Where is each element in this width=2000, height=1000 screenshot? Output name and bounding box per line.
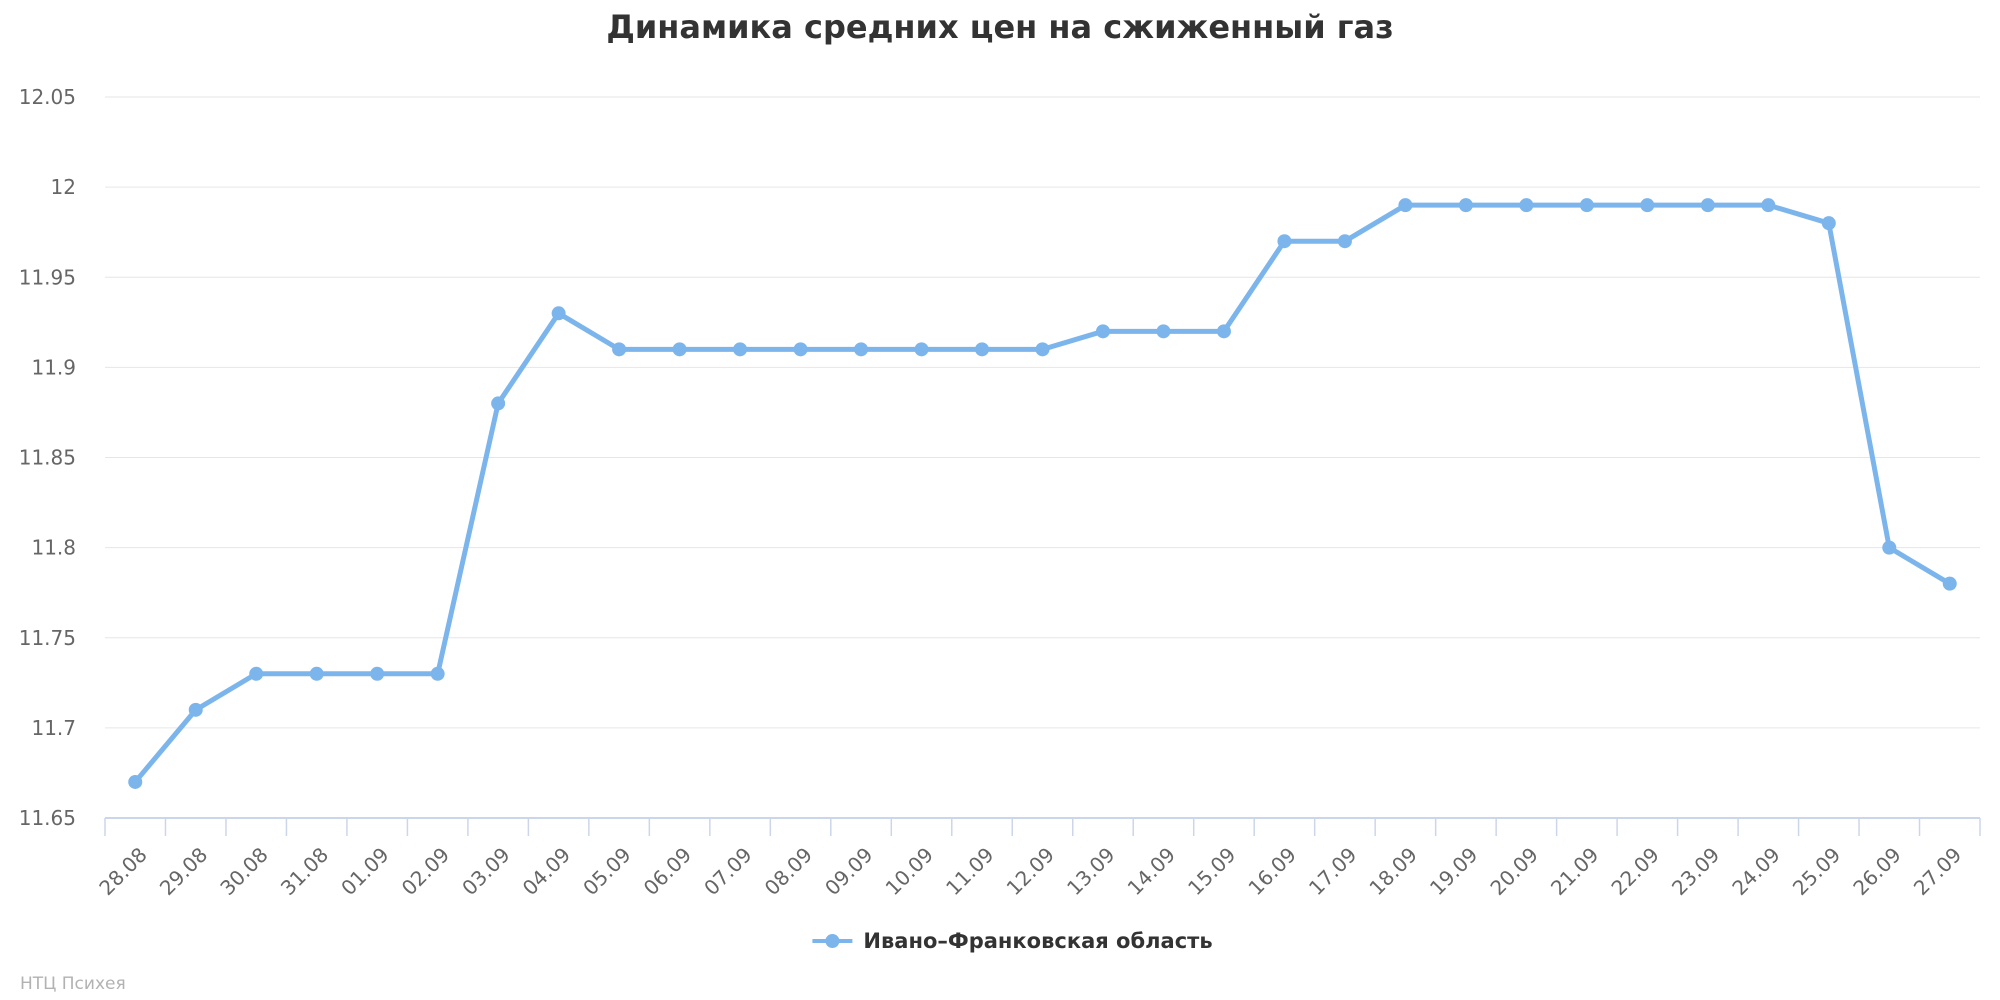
data-point[interactable] (975, 342, 990, 357)
x-axis-labels: 28.08 29.08 30.08 31.08 01.09 02.09 03.09 04.09… (94, 843, 1966, 900)
x-axis-label: 27.09 (1909, 843, 1966, 900)
x-axis-label: 02.09 (397, 843, 454, 900)
y-axis-label: 11.95 (19, 265, 76, 289)
data-point[interactable] (1579, 198, 1594, 213)
x-axis-label: 31.08 (276, 843, 333, 900)
y-axis-label: 11.85 (19, 446, 76, 470)
data-point[interactable] (854, 342, 869, 357)
legend-series-marker-icon (812, 934, 853, 948)
x-axis-label: 30.08 (215, 843, 272, 900)
data-point[interactable] (128, 774, 143, 789)
series-line (132, 202, 1953, 785)
x-axis-label: 01.09 (336, 843, 393, 900)
data-point[interactable] (1761, 198, 1776, 213)
x-axis-label: 18.09 (1364, 843, 1421, 900)
y-axis-label: 11.8 (31, 536, 76, 560)
data-point[interactable] (1700, 198, 1715, 213)
data-point[interactable] (1519, 198, 1534, 213)
y-axis-label: 11.65 (19, 806, 76, 830)
data-point[interactable] (672, 342, 687, 357)
x-axis-label: 19.09 (1425, 843, 1482, 900)
data-point[interactable] (370, 666, 385, 681)
x-axis-label: 16.09 (1244, 843, 1301, 900)
x-axis-label: 06.09 (639, 843, 696, 900)
y-axis-label: 11.75 (19, 626, 76, 650)
x-axis-label: 08.09 (760, 843, 817, 900)
chart-title: Динамика средних цен на сжиженный газ (606, 8, 1394, 46)
data-point[interactable] (1156, 324, 1171, 339)
data-point[interactable] (249, 666, 264, 681)
x-axis-label: 20.09 (1485, 843, 1542, 900)
legend-item[interactable]: Ивано–Франковская область (811, 929, 1213, 953)
data-point[interactable] (1640, 198, 1655, 213)
data-point[interactable] (1458, 198, 1473, 213)
data-point[interactable] (188, 702, 203, 717)
data-point[interactable] (793, 342, 808, 357)
x-axis-label: 23.09 (1667, 843, 1724, 900)
x-axis-label: 04.09 (518, 843, 575, 900)
x-axis (104, 817, 1981, 836)
data-point[interactable] (1398, 198, 1413, 213)
data-point[interactable] (612, 342, 627, 357)
data-point[interactable] (1095, 324, 1110, 339)
y-axis-labels: 12.05 12 11.95 11.9 11.85 11.8 11.75 11.7 11.65 (19, 85, 76, 830)
data-point[interactable] (1882, 540, 1897, 555)
data-point[interactable] (733, 342, 748, 357)
data-point[interactable] (1216, 324, 1231, 339)
x-axis-label: 12.09 (1002, 843, 1059, 900)
y-gridlines (105, 96, 1980, 729)
data-point[interactable] (1942, 576, 1957, 591)
data-point[interactable] (491, 396, 506, 411)
watermark: НТЦ Психея (20, 974, 126, 994)
data-point[interactable] (309, 666, 324, 681)
x-axis-label: 29.08 (155, 843, 212, 900)
data-point[interactable] (914, 342, 929, 357)
y-axis-label: 11.9 (31, 355, 76, 379)
x-axis-label: 03.09 (457, 843, 514, 900)
x-axis-label: 24.09 (1727, 843, 1784, 900)
data-point[interactable] (1821, 216, 1836, 231)
y-axis-label: 12 (51, 175, 76, 199)
x-axis-label: 09.09 (820, 843, 877, 900)
data-point[interactable] (551, 306, 566, 321)
data-point[interactable] (1277, 234, 1292, 249)
x-axis-label: 11.09 (941, 843, 998, 900)
x-axis-label: 28.08 (94, 843, 151, 900)
data-point[interactable] (1337, 234, 1352, 249)
x-axis-label: 15.09 (1183, 843, 1240, 900)
x-axis-label: 14.09 (1123, 843, 1180, 900)
data-point[interactable] (430, 666, 445, 681)
x-axis-label: 07.09 (699, 843, 756, 900)
x-axis-label: 13.09 (1062, 843, 1119, 900)
series-group (128, 198, 1957, 789)
x-axis-label: 26.09 (1848, 843, 1905, 900)
legend-label: Ивано–Франковская область (863, 929, 1213, 953)
x-axis-label: 22.09 (1606, 843, 1663, 900)
y-axis-label: 12.05 (19, 85, 76, 109)
y-axis-label: 11.7 (31, 716, 76, 740)
data-point[interactable] (1035, 342, 1050, 357)
x-axis-label: 25.09 (1788, 843, 1845, 900)
x-axis-label: 21.09 (1546, 843, 1603, 900)
x-axis-label: 10.09 (881, 843, 938, 900)
x-axis-label: 05.09 (578, 843, 635, 900)
x-axis-label: 17.09 (1304, 843, 1361, 900)
